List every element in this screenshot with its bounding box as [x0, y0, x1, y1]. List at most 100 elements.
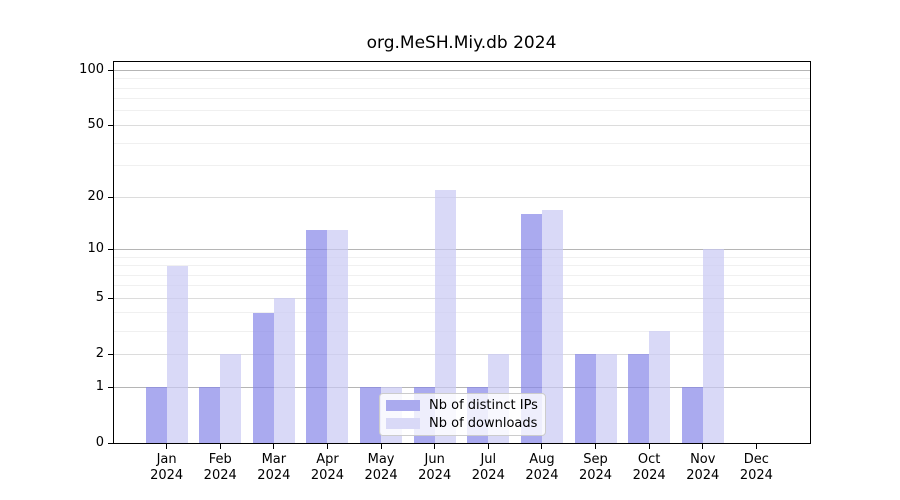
x-tick-label-month: Jul [480, 452, 497, 467]
legend-label-downloads: Nb of downloads [429, 416, 538, 431]
x-tick-label-year: 2024 [632, 468, 666, 483]
x-tick-label-month: Oct [637, 452, 661, 467]
x-tick-label-month: Feb [208, 452, 232, 467]
x-tick-label-month: Sep [583, 452, 608, 467]
x-tick [755, 444, 757, 449]
x-tick [166, 444, 168, 449]
bar-downloads [166, 265, 188, 443]
x-tick [380, 444, 382, 449]
x-tick [326, 444, 328, 449]
y-tick [108, 297, 113, 299]
gridline-minor [113, 265, 810, 266]
bar-downloads [220, 354, 242, 443]
gridline-minor [113, 78, 810, 80]
x-tick-label-year: 2024 [471, 468, 505, 483]
gridline-major [113, 386, 810, 388]
x-tick-label: Mar 2024 [239, 452, 309, 484]
bar-distinct-ips [520, 214, 542, 443]
bar-distinct-ips [681, 387, 703, 443]
x-tick [434, 444, 436, 449]
bar-distinct-ips [574, 354, 596, 443]
bar-downloads [327, 229, 349, 443]
y-tick-label: 2 [95, 346, 104, 362]
y-tick [108, 124, 113, 126]
gridline-major [113, 124, 810, 126]
x-tick [273, 444, 275, 449]
x-tick [648, 444, 650, 449]
gridline-minor [113, 256, 810, 258]
bar-downloads [649, 331, 671, 443]
gridline-minor [113, 274, 810, 276]
y-tick [108, 196, 113, 198]
bar-distinct-ips [145, 387, 167, 443]
x-tick-label: Oct 2024 [614, 452, 684, 484]
bar-downloads [434, 189, 456, 443]
gridline-major [113, 248, 810, 250]
x-tick-label-month: Aug [529, 452, 555, 467]
x-tick-label: Feb 2024 [185, 452, 255, 484]
chart-title: org.MeSH.Miy.db 2024 [366, 33, 557, 53]
x-tick-label-year: 2024 [739, 468, 773, 483]
gridline-minor [113, 142, 810, 144]
x-tick-label-month: Jan [156, 452, 177, 467]
y-tick [108, 353, 113, 355]
gridline-minor [113, 110, 810, 112]
y-tick-label: 1 [95, 379, 104, 394]
y-tick-label: 50 [87, 117, 104, 133]
y-tick-label: 5 [95, 290, 104, 306]
x-tick-label-year: 2024 [578, 468, 613, 483]
bar-distinct-ips [252, 312, 274, 443]
x-tick-label-month: Jun [424, 452, 445, 467]
y-tick [108, 69, 113, 71]
x-tick [487, 444, 489, 449]
x-tick [541, 444, 543, 449]
x-tick-label-year: 2024 [686, 468, 720, 483]
legend-item: Nb of distinct IPs [386, 398, 539, 413]
gridline-minor [113, 285, 810, 287]
y-tick [108, 442, 113, 444]
x-tick-label-year: 2024 [525, 468, 559, 483]
x-tick-label: Apr 2024 [292, 452, 362, 484]
x-tick-label: May 2024 [346, 452, 416, 484]
y-tick-label: 20 [87, 189, 104, 205]
legend-swatch-distinct-ips [386, 400, 420, 411]
x-tick-label-year: 2024 [203, 468, 237, 483]
legend-swatch-downloads [386, 418, 420, 429]
x-tick-label: Jul 2024 [453, 452, 523, 484]
y-tick [108, 248, 113, 250]
y-tick [108, 386, 113, 388]
bar-downloads [541, 209, 563, 443]
x-tick-label: Sep 2024 [561, 452, 631, 484]
gridline-major [113, 297, 810, 299]
legend: Nb of distinct IPs Nb of downloads [379, 393, 546, 436]
gridline-minor [113, 165, 810, 167]
x-tick-label-month: Apr [316, 452, 339, 467]
x-tick-label: Aug 2024 [507, 452, 577, 484]
x-tick-label-year: 2024 [310, 468, 344, 483]
x-tick-label: Jun 2024 [400, 452, 470, 484]
gridline-minor [113, 87, 810, 89]
y-tick-label: 100 [79, 62, 104, 78]
x-tick-label: Jan 2024 [132, 452, 202, 484]
gridline-major [113, 196, 810, 198]
x-tick-label-month: Mar [261, 452, 287, 467]
x-tick-label-month: Dec [743, 452, 769, 467]
gridline-minor [113, 330, 810, 332]
legend-label-distinct-ips: Nb of distinct IPs [429, 398, 538, 413]
x-tick [702, 444, 704, 449]
gridline-major [113, 353, 810, 355]
bar-distinct-ips [360, 387, 382, 443]
x-tick [219, 444, 221, 449]
x-tick-label-month: May [367, 452, 395, 467]
x-tick-label-year: 2024 [257, 468, 291, 483]
bar-downloads [702, 249, 724, 443]
gridline-minor [113, 98, 810, 100]
x-tick-label-month: Nov [690, 452, 716, 467]
gridline-major [113, 69, 810, 71]
y-tick-label: 10 [87, 241, 104, 257]
x-tick-label: Dec 2024 [721, 452, 791, 484]
x-tick-label-year: 2024 [418, 468, 452, 483]
x-tick [595, 444, 597, 449]
gridline-minor [113, 312, 810, 314]
x-tick-label-year: 2024 [364, 468, 398, 483]
